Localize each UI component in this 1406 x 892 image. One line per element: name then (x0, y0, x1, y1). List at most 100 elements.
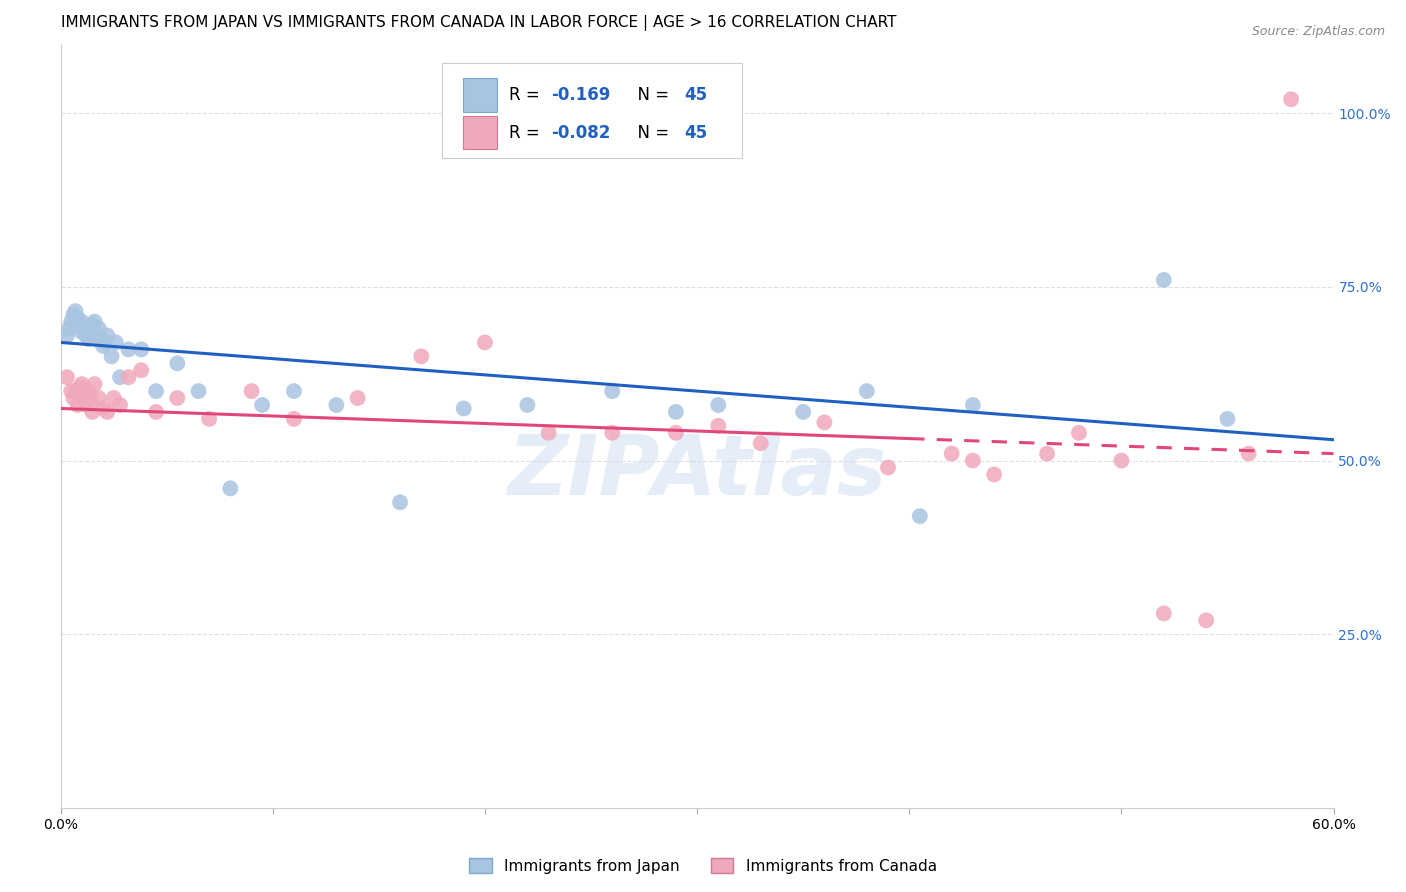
Point (1237, 447, 1260, 461)
Point (813, 415, 835, 429)
Point (82, 405, 104, 419)
Point (79, 325, 101, 339)
Point (66, 398, 89, 412)
Text: N =: N = (627, 86, 675, 103)
Text: 45: 45 (685, 123, 707, 142)
Point (537, 425, 560, 440)
Point (250, 398, 273, 412)
Point (749, 436, 772, 450)
Point (73, 321, 96, 335)
Point (1195, 613, 1218, 627)
Point (96, 328, 118, 343)
Point (187, 384, 209, 398)
Point (90, 332, 112, 346)
Point (108, 398, 131, 412)
Point (77, 384, 100, 398)
Point (166, 391, 188, 405)
Point (94, 335, 117, 350)
FancyBboxPatch shape (463, 78, 498, 112)
Point (69, 381, 91, 395)
Point (908, 509, 931, 524)
FancyBboxPatch shape (463, 116, 498, 149)
Point (65, 384, 87, 398)
Point (219, 481, 242, 495)
Point (82, 318, 104, 332)
Point (166, 356, 188, 370)
Point (117, 343, 139, 357)
Point (1036, 447, 1059, 461)
Text: N =: N = (627, 123, 675, 142)
Point (83, 315, 105, 329)
Point (707, 398, 730, 412)
Text: IMMIGRANTS FROM JAPAN VS IMMIGRANTS FROM CANADA IN LABOR FORCE | AGE > 16 CORREL: IMMIGRANTS FROM JAPAN VS IMMIGRANTS FROM… (60, 15, 896, 31)
Point (129, 343, 152, 357)
Point (56, 370, 79, 384)
Point (453, 401, 475, 416)
Point (104, 335, 127, 350)
Point (96, 405, 118, 419)
Point (87, 391, 110, 405)
Point (145, 384, 167, 398)
Text: R =: R = (509, 123, 544, 142)
Point (962, 398, 984, 412)
Point (87, 321, 110, 335)
Point (79, 391, 101, 405)
Point (73, 387, 96, 401)
Point (707, 418, 730, 433)
Point (145, 405, 167, 419)
Point (855, 384, 877, 398)
Point (58, 321, 80, 335)
Legend: Immigrants from Japan, Immigrants from Canada: Immigrants from Japan, Immigrants from C… (463, 852, 943, 880)
Point (1153, 607, 1175, 621)
Point (962, 453, 984, 467)
Point (62, 391, 84, 405)
Point (83, 377, 105, 392)
FancyBboxPatch shape (443, 62, 741, 158)
Point (600, 425, 623, 440)
Point (389, 495, 412, 509)
Point (60, 384, 83, 398)
Text: -0.082: -0.082 (551, 123, 610, 142)
Point (108, 370, 131, 384)
Text: -0.169: -0.169 (551, 86, 610, 103)
Text: 45: 45 (685, 86, 707, 103)
Point (600, 384, 623, 398)
Point (77, 332, 100, 346)
Point (325, 398, 347, 412)
Point (411, 349, 433, 363)
Point (983, 467, 1005, 482)
Text: Source: ZipAtlas.com: Source: ZipAtlas.com (1251, 25, 1385, 38)
Text: R =: R = (509, 86, 544, 103)
Point (70, 315, 93, 329)
Point (103, 391, 125, 405)
Point (100, 349, 122, 363)
Point (877, 460, 900, 475)
Point (1153, 273, 1175, 287)
Point (65, 304, 87, 318)
Point (91, 401, 114, 416)
Point (62, 308, 84, 322)
Point (941, 447, 963, 461)
Point (346, 391, 368, 405)
Point (1216, 412, 1239, 426)
Point (474, 335, 496, 350)
Point (198, 412, 221, 426)
Point (792, 405, 814, 419)
Point (516, 398, 538, 412)
Point (75, 328, 97, 343)
Point (665, 405, 688, 419)
Text: ZIPAtlas: ZIPAtlas (508, 431, 887, 512)
Point (70, 325, 93, 339)
Point (86, 328, 108, 343)
Point (60, 315, 83, 329)
Point (129, 363, 152, 377)
Point (665, 425, 688, 440)
Point (1067, 425, 1090, 440)
Point (240, 384, 263, 398)
Point (91, 339, 114, 353)
Point (56, 328, 79, 343)
Point (75, 398, 97, 412)
Point (69, 318, 91, 332)
Point (117, 370, 139, 384)
Point (66, 311, 89, 326)
